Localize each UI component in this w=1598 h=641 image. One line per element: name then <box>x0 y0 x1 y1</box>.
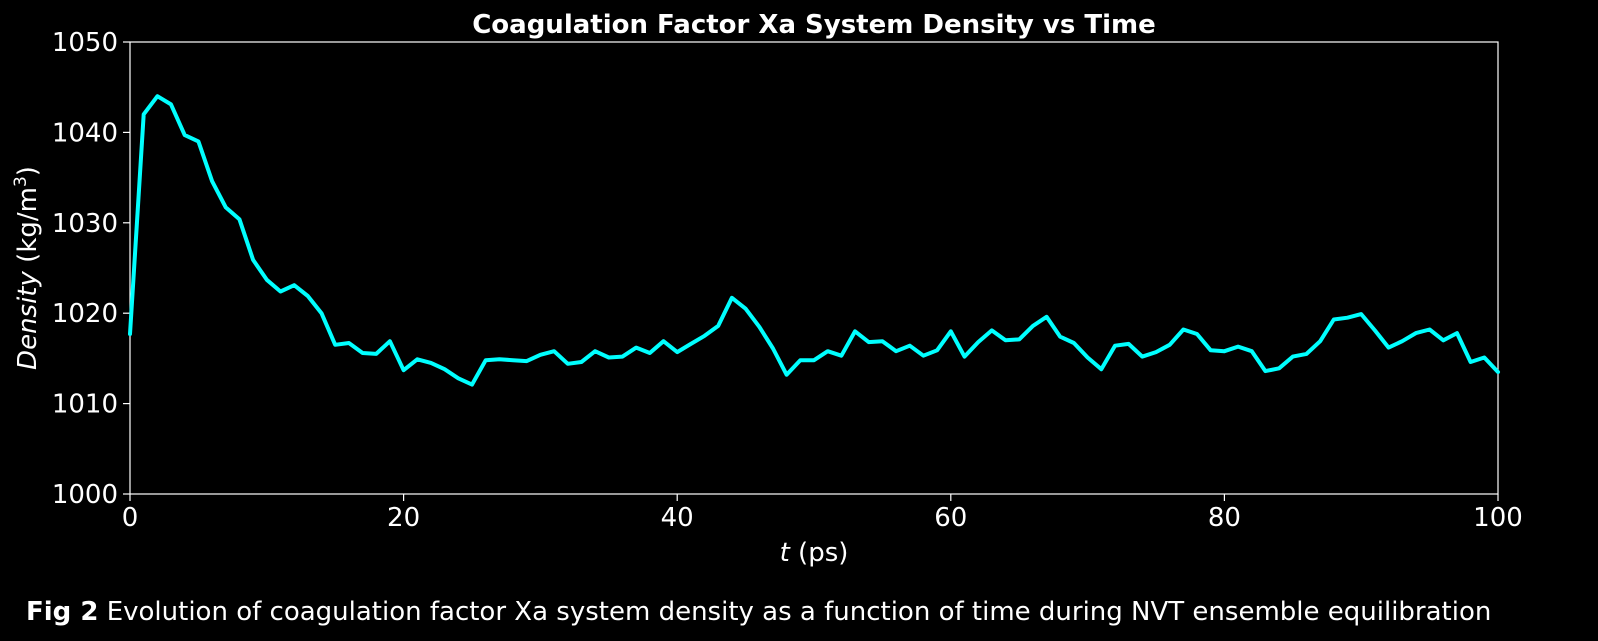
x-tick-label: 0 <box>122 503 139 533</box>
density-series-line <box>128 94 1500 387</box>
y-tick-label: 1030 <box>52 209 118 239</box>
chart-title: Coagulation Factor Xa System Density vs … <box>472 10 1156 40</box>
y-tick-label: 1000 <box>52 480 118 510</box>
x-axis-ticks: 0 20 40 60 80 100 <box>122 494 1523 533</box>
plot-area <box>129 41 1499 495</box>
y-tick-label: 1050 <box>52 28 118 58</box>
x-tick-label: 80 <box>1208 503 1241 533</box>
x-tick-label: 100 <box>1473 503 1523 533</box>
x-tick-label: 40 <box>661 503 694 533</box>
y-axis-label: Density (kg/m3) <box>11 166 43 370</box>
figure-caption: Fig 2 Evolution of coagulation factor Xa… <box>26 597 1491 627</box>
y-tick-label: 1010 <box>52 390 118 420</box>
x-axis-label: t (ps) <box>780 538 849 568</box>
x-tick-label: 60 <box>934 503 967 533</box>
y-tick-label: 1020 <box>52 299 118 329</box>
x-tick-label: 20 <box>387 503 420 533</box>
y-axis-ticks: 1000 1010 1020 1030 1040 1050 <box>52 28 130 510</box>
figure-caption-label: Fig 2 <box>26 597 99 627</box>
figure-caption-text: Evolution of coagulation factor Xa syste… <box>98 597 1492 627</box>
y-tick-label: 1040 <box>52 118 118 148</box>
